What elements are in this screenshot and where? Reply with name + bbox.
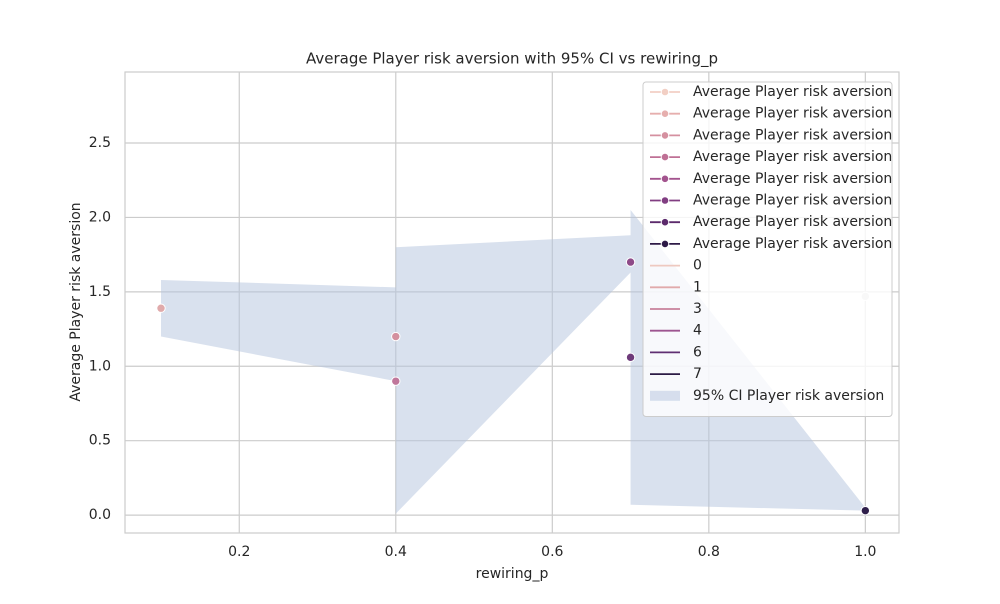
x-tick-label: 0.8 xyxy=(698,544,720,560)
x-tick-label: 0.6 xyxy=(541,544,563,560)
legend-label: Average Player risk aversion xyxy=(693,214,892,230)
data-point xyxy=(391,331,401,342)
legend-label: 6 xyxy=(693,344,702,360)
legend-label: 7 xyxy=(693,366,702,382)
legend-label: 4 xyxy=(693,323,702,339)
legend-marker xyxy=(660,131,670,140)
legend-label: Average Player risk aversion xyxy=(693,127,892,143)
chart-title: Average Player risk aversion with 95% CI… xyxy=(306,50,718,69)
data-point xyxy=(860,505,871,516)
x-tick-label: 1.0 xyxy=(854,544,876,560)
data-point xyxy=(391,376,401,386)
legend-label: Average Player risk aversion xyxy=(693,171,892,187)
y-axis-label: Average Player risk aversion xyxy=(68,202,84,401)
legend-marker xyxy=(660,109,670,118)
legend-patch xyxy=(650,390,680,401)
legend-label: 3 xyxy=(693,301,702,317)
legend-label: Average Player risk aversion xyxy=(693,236,892,252)
legend-label: Average Player risk aversion xyxy=(693,193,892,209)
data-point xyxy=(625,352,636,363)
legend-label: 95% CI Player risk aversion xyxy=(693,388,884,404)
x-axis-label: rewiring_p xyxy=(476,566,549,582)
y-tick-label: 0.0 xyxy=(89,507,111,523)
y-tick-label: 1.0 xyxy=(89,358,111,374)
legend-marker xyxy=(660,174,670,184)
legend-marker xyxy=(660,239,670,249)
legend-marker xyxy=(660,217,670,227)
legend-label: Average Player risk aversion xyxy=(693,149,892,165)
legend-box xyxy=(642,81,893,417)
legend-marker xyxy=(660,87,670,97)
x-tick-label: 0.4 xyxy=(385,544,407,560)
legend-marker xyxy=(660,196,670,205)
legend-label: 1 xyxy=(693,279,702,295)
legend-label: Average Player risk aversion xyxy=(693,84,892,100)
y-tick-label: 2.5 xyxy=(89,135,111,151)
y-tick-label: 1.5 xyxy=(89,284,111,300)
x-tick-label: 0.2 xyxy=(228,544,250,560)
data-point xyxy=(156,303,166,313)
legend-label: 0 xyxy=(693,258,702,274)
y-tick-label: 2.0 xyxy=(89,209,111,225)
data-point xyxy=(625,257,636,267)
legend-marker xyxy=(660,152,670,162)
plot-frame xyxy=(124,71,900,534)
y-tick-label: 0.5 xyxy=(89,433,111,449)
legend-label: Average Player risk aversion xyxy=(693,106,892,122)
